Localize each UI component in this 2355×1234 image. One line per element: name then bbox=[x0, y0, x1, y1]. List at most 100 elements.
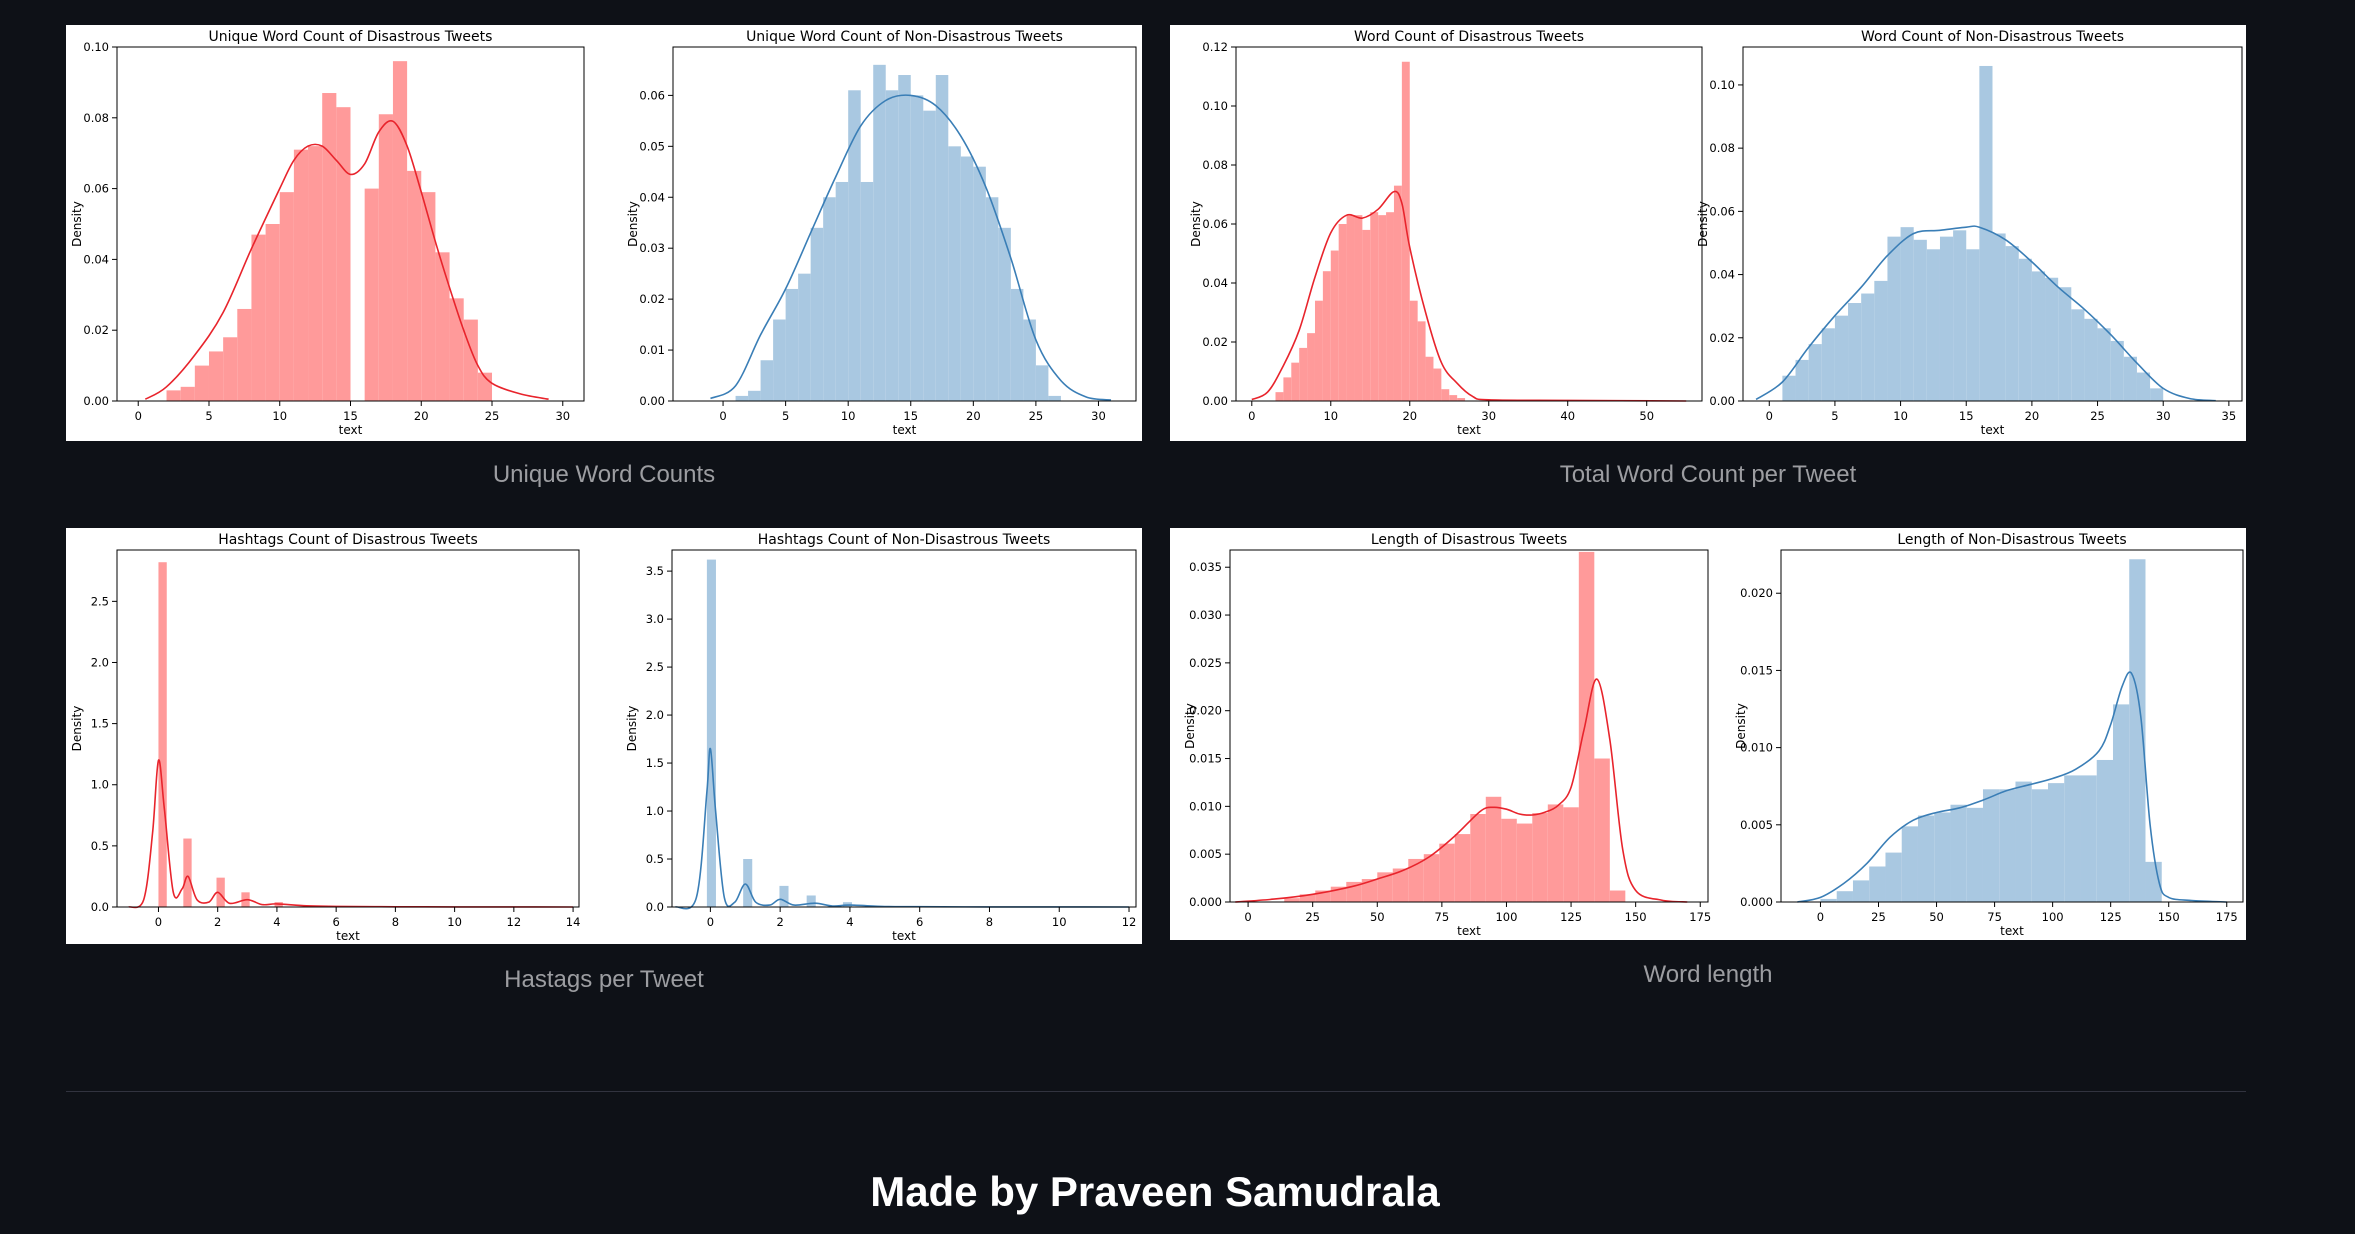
histogram-bar bbox=[1423, 854, 1440, 902]
x-tick-label: 30 bbox=[1481, 409, 1496, 423]
histogram-bar bbox=[948, 146, 961, 401]
histogram-bar bbox=[1449, 395, 1458, 401]
kde-line bbox=[144, 120, 549, 400]
x-axis-label: text bbox=[336, 929, 360, 943]
plot-frame bbox=[1229, 549, 1709, 903]
caption-total-word-count: Total Word Count per Tweet bbox=[1559, 461, 1857, 488]
x-axis-label: text bbox=[339, 423, 363, 437]
y-axis-label: Density bbox=[70, 706, 84, 752]
y-tick-label: 0.06 bbox=[1202, 217, 1228, 231]
x-tick-label: 2 bbox=[776, 915, 783, 929]
y-tick-label: 0.020 bbox=[1740, 586, 1773, 600]
figure-svg-unique-word-counts: 0 5 10 15 20 25 30 0.00 0.02 0.04 0.06 0.08 0.10 Uniq… bbox=[70, 29, 1137, 437]
histogram-bar bbox=[1885, 852, 1902, 902]
x-tick-label: 15 bbox=[903, 409, 918, 423]
histogram-bar bbox=[208, 351, 224, 401]
figure-svg-total-word-count: 0 10 20 30 40 500.000.020.040.060.080.100.12W… bbox=[1189, 29, 2243, 437]
histogram-bar bbox=[1322, 271, 1331, 401]
y-tick-label: 0.02 bbox=[1709, 331, 1735, 345]
x-tick-label: 2 bbox=[214, 915, 221, 929]
histogram-bar bbox=[1979, 65, 1993, 401]
y-tick-label: 0.08 bbox=[83, 111, 109, 125]
y-tick-label: 0.00 bbox=[1202, 394, 1228, 408]
histogram-bar bbox=[1291, 362, 1300, 401]
kde-line bbox=[710, 94, 1112, 401]
y-tick-label: 0.030 bbox=[1189, 608, 1222, 622]
histogram-bar bbox=[760, 360, 774, 401]
histogram-bar bbox=[2123, 356, 2137, 401]
histogram-bar bbox=[2097, 328, 2111, 401]
x-tick-label: 20 bbox=[1402, 409, 1417, 423]
histogram-bar bbox=[1299, 894, 1316, 902]
y-tick-label: 0.010 bbox=[1189, 799, 1222, 813]
histogram-bar bbox=[2084, 318, 2098, 401]
histogram-bar bbox=[1010, 288, 1024, 401]
histogram-bar bbox=[1934, 812, 1951, 902]
y-tick-label: 2.0 bbox=[646, 708, 664, 722]
chart-title: Hashtags Count of Disastrous Tweets bbox=[218, 532, 478, 548]
y-tick-label: 2.5 bbox=[91, 594, 109, 608]
x-tick-label: 14 bbox=[566, 915, 581, 929]
histogram-bar bbox=[223, 337, 238, 401]
x-tick-label: 12 bbox=[507, 915, 522, 929]
x-tick-label: 10 bbox=[1323, 409, 1338, 423]
histogram-bar bbox=[1966, 249, 1980, 401]
x-tick-label: 0 bbox=[707, 915, 714, 929]
kde-line bbox=[1251, 190, 1687, 402]
chart-unique-word-disastrous: 0 5 10 15 20 25 30 0.00 0.02 0.04 0.06 0.08 0.10 Uniq… bbox=[70, 29, 585, 437]
y-axis-label: Density bbox=[625, 706, 639, 752]
caption-word-length: Word length bbox=[1643, 961, 1773, 988]
histogram-bar bbox=[810, 227, 824, 401]
histogram-bar bbox=[1900, 227, 1914, 401]
histogram-bar bbox=[1378, 215, 1387, 401]
histogram-bar bbox=[1470, 814, 1486, 902]
y-tick-label: 0.5 bbox=[91, 839, 109, 853]
x-tick-label: 100 bbox=[1495, 910, 1517, 924]
chart-title: Word Count of Non-Disastrous Tweets bbox=[1861, 29, 2124, 45]
histogram-bar bbox=[2031, 789, 2048, 902]
histogram-bar bbox=[779, 885, 789, 907]
y-tick-label: 0.00 bbox=[1709, 394, 1735, 408]
chart-hashtags-disastrous: 0 2 4 6 8 10 12 14 0.0 0.5 1.0 1.5 2.0 2.5 Hashtags Co… bbox=[70, 532, 580, 943]
histogram-bar bbox=[1966, 807, 1983, 902]
y-tick-label: 1.5 bbox=[646, 756, 664, 770]
x-tick-label: 5 bbox=[1831, 409, 1838, 423]
x-tick-label: 0 bbox=[719, 409, 726, 423]
y-tick-label: 0.04 bbox=[1709, 268, 1735, 282]
histogram-bar bbox=[2136, 372, 2151, 401]
x-tick-label: 4 bbox=[273, 915, 280, 929]
x-tick-label: 125 bbox=[1560, 910, 1582, 924]
y-tick-label: 3.0 bbox=[646, 612, 664, 626]
y-tick-label: 0.00 bbox=[639, 394, 665, 408]
x-axis-label: text bbox=[2000, 924, 2024, 938]
y-tick-label: 0.000 bbox=[1189, 895, 1222, 909]
histogram-bar bbox=[1516, 823, 1533, 902]
histogram-bar bbox=[435, 252, 450, 401]
histogram-bar bbox=[1609, 890, 1626, 902]
histogram-bar bbox=[923, 110, 936, 401]
histogram-bar bbox=[1939, 236, 1954, 401]
histogram-bar bbox=[1362, 229, 1371, 401]
histogram-bar bbox=[998, 227, 1011, 401]
histogram-bar bbox=[1782, 375, 1796, 401]
x-tick-label: 15 bbox=[1959, 409, 1974, 423]
histogram-bar bbox=[1307, 333, 1315, 401]
y-tick-label: 0.04 bbox=[83, 252, 109, 266]
chart-hashtags-non-disastrous: 0 2 4 6 8 10 12 0.0 0.5 1.0 1.5 2.0 2.5 3.0 3.5 Hashtag… bbox=[625, 532, 1137, 943]
x-axis-label: text bbox=[1457, 423, 1481, 437]
x-tick-label: 50 bbox=[1929, 910, 1944, 924]
chart-title: Hashtags Count of Non-Disastrous Tweets bbox=[758, 532, 1051, 548]
histogram-bar bbox=[265, 224, 280, 401]
y-tick-label: 0.10 bbox=[83, 40, 109, 54]
chart-title: Length of Disastrous Tweets bbox=[1371, 532, 1567, 548]
histogram-bar bbox=[2064, 775, 2081, 902]
figure-svg-hashtags: 0 2 4 6 8 10 12 14 0.0 0.5 1.0 1.5 2.0 2.5 Hashtags Co… bbox=[70, 532, 1137, 943]
histogram-bar bbox=[1532, 813, 1548, 902]
histogram-bar bbox=[2096, 759, 2113, 902]
histogram-bar bbox=[194, 365, 209, 401]
histogram-bar bbox=[1330, 250, 1339, 401]
y-tick-label: 0.005 bbox=[1740, 818, 1773, 832]
x-tick-label: 8 bbox=[392, 915, 399, 929]
histogram-bar bbox=[1836, 891, 1853, 902]
histogram-bar bbox=[885, 90, 899, 401]
